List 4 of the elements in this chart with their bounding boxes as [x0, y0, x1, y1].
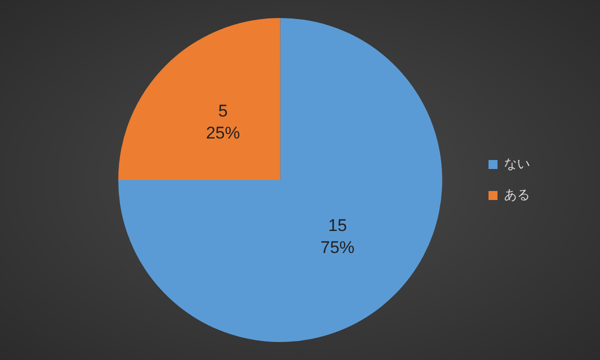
- legend-label: ない: [504, 156, 530, 172]
- legend-label: ある: [504, 188, 530, 203]
- data-label: 15 75%: [320, 216, 355, 257]
- data-label: 5 25%: [206, 101, 240, 142]
